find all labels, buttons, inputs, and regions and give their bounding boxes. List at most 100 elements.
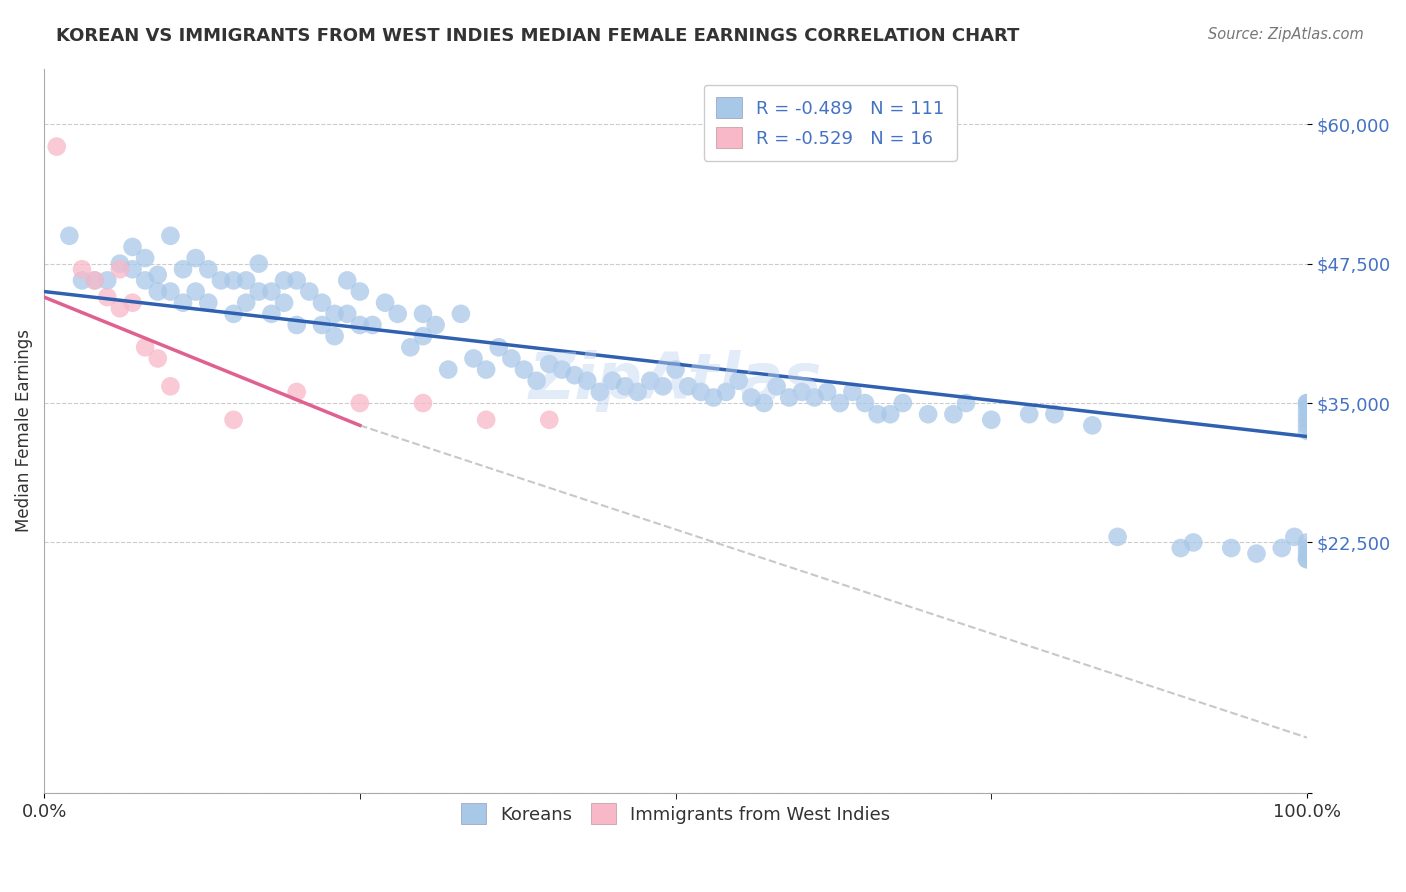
Point: [538, 357, 561, 371]
Point: [159, 285, 181, 299]
Point: [917, 407, 939, 421]
Point: [815, 384, 838, 399]
Point: [1296, 547, 1319, 561]
Point: [172, 295, 194, 310]
Point: [1296, 413, 1319, 427]
Point: [285, 273, 308, 287]
Point: [538, 413, 561, 427]
Point: [1296, 541, 1319, 555]
Point: [197, 295, 219, 310]
Point: [298, 285, 321, 299]
Point: [209, 273, 232, 287]
Point: [589, 384, 612, 399]
Point: [146, 268, 169, 282]
Point: [83, 273, 105, 287]
Point: [614, 379, 637, 393]
Point: [108, 257, 131, 271]
Point: [1220, 541, 1243, 555]
Point: [1182, 535, 1205, 549]
Point: [1296, 552, 1319, 566]
Point: [437, 362, 460, 376]
Point: [450, 307, 472, 321]
Point: [765, 379, 787, 393]
Point: [425, 318, 447, 332]
Point: [260, 285, 283, 299]
Point: [121, 295, 143, 310]
Point: [247, 257, 270, 271]
Point: [285, 384, 308, 399]
Point: [866, 407, 889, 421]
Point: [349, 318, 371, 332]
Point: [70, 262, 93, 277]
Point: [108, 301, 131, 316]
Point: [121, 262, 143, 277]
Point: [1043, 407, 1066, 421]
Point: [841, 384, 863, 399]
Point: [323, 307, 346, 321]
Point: [1296, 401, 1319, 416]
Point: [1296, 418, 1319, 433]
Point: [70, 273, 93, 287]
Point: [146, 285, 169, 299]
Point: [235, 273, 257, 287]
Point: [1246, 547, 1268, 561]
Point: [727, 374, 749, 388]
Point: [526, 374, 548, 388]
Point: [58, 228, 80, 243]
Point: [1296, 424, 1319, 438]
Point: [1296, 535, 1319, 549]
Point: [108, 262, 131, 277]
Point: [184, 251, 207, 265]
Point: [96, 273, 118, 287]
Point: [853, 396, 876, 410]
Point: [803, 391, 825, 405]
Point: [790, 384, 813, 399]
Point: [640, 374, 662, 388]
Point: [159, 228, 181, 243]
Point: [1296, 552, 1319, 566]
Point: [311, 318, 333, 332]
Point: [501, 351, 523, 366]
Point: [551, 362, 574, 376]
Point: [1081, 418, 1104, 433]
Point: [349, 285, 371, 299]
Point: [83, 273, 105, 287]
Point: [374, 295, 396, 310]
Point: [1271, 541, 1294, 555]
Point: [652, 379, 675, 393]
Point: [689, 384, 711, 399]
Point: [1170, 541, 1192, 555]
Point: [399, 340, 422, 354]
Point: [463, 351, 485, 366]
Point: [513, 362, 536, 376]
Point: [247, 285, 270, 299]
Point: [134, 340, 156, 354]
Point: [172, 262, 194, 277]
Point: [475, 362, 498, 376]
Point: [222, 273, 245, 287]
Point: [96, 290, 118, 304]
Point: [676, 379, 699, 393]
Point: [702, 391, 724, 405]
Point: [1296, 407, 1319, 421]
Point: [336, 273, 359, 287]
Point: [222, 413, 245, 427]
Point: [955, 396, 977, 410]
Point: [879, 407, 901, 421]
Point: [260, 307, 283, 321]
Point: [361, 318, 384, 332]
Y-axis label: Median Female Earnings: Median Female Earnings: [15, 329, 32, 533]
Point: [197, 262, 219, 277]
Point: [387, 307, 409, 321]
Point: [349, 396, 371, 410]
Text: Source: ZipAtlas.com: Source: ZipAtlas.com: [1208, 27, 1364, 42]
Point: [891, 396, 914, 410]
Point: [714, 384, 737, 399]
Point: [627, 384, 650, 399]
Point: [311, 295, 333, 310]
Point: [412, 396, 434, 410]
Point: [273, 273, 295, 287]
Point: [222, 307, 245, 321]
Point: [1296, 396, 1319, 410]
Point: [336, 307, 359, 321]
